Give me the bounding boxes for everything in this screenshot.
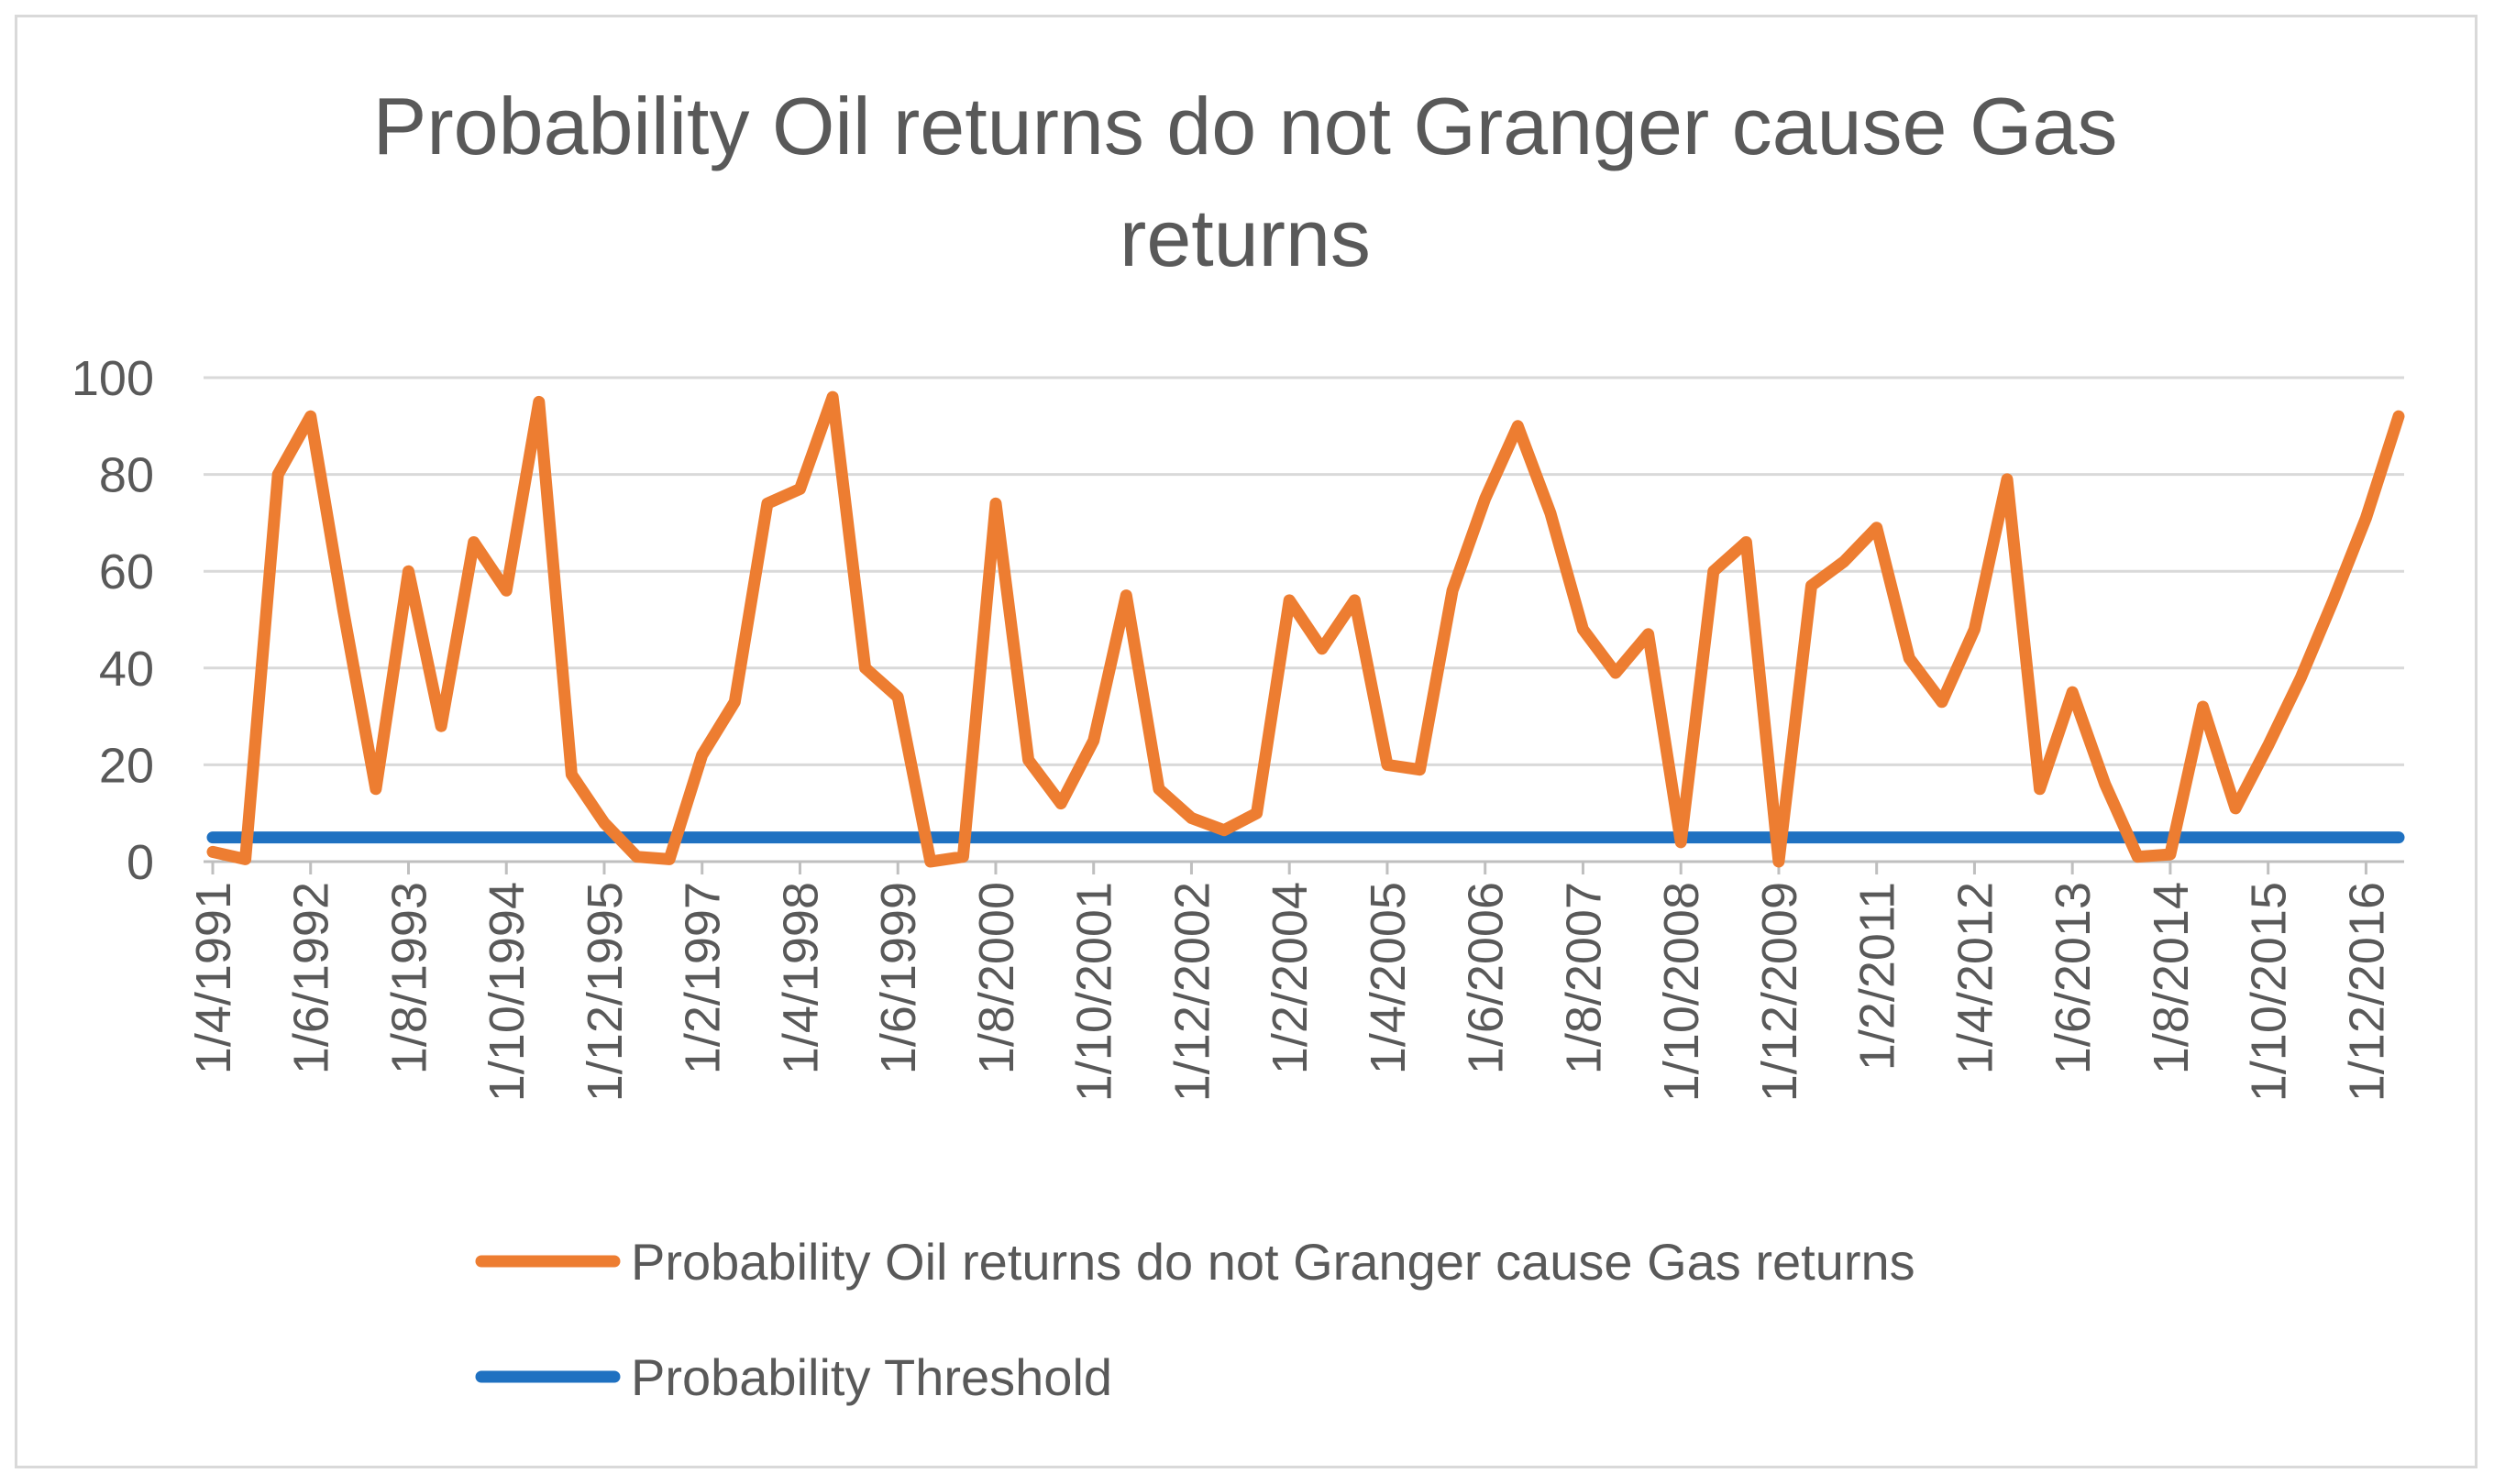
chart-title-line-2: returns [1120, 192, 1371, 283]
x-tick-label: 1/2/2004 [1263, 882, 1318, 1074]
x-tick-label: 1/4/2005 [1361, 882, 1416, 1074]
y-tick-label-80: 80 [99, 448, 154, 503]
x-tick-label: 1/10/2015 [2242, 882, 2297, 1102]
x-tick-label: 1/8/1993 [381, 882, 436, 1074]
x-tick-label: 1/10/2008 [1654, 882, 1709, 1102]
x-tick-label: 1/12/2002 [1164, 882, 1219, 1102]
series-lines [206, 390, 2405, 868]
x-tick-label: 1/4/1998 [773, 882, 828, 1074]
x-tick-label: 1/4/1991 [186, 882, 241, 1074]
chart-title-line-1: Probability Oil returns do not Granger c… [373, 81, 2118, 171]
x-tick-label: 1/8/2007 [1556, 882, 1611, 1074]
x-tick-label: 1/6/2006 [1459, 882, 1514, 1074]
y-tick-label-100: 100 [72, 351, 154, 406]
y-tick-label-60: 60 [99, 544, 154, 599]
legend-label-threshold: Probability Threshold [631, 1348, 1112, 1406]
x-tick-label: 1/10/1994 [480, 882, 535, 1102]
x-tick-label: 1/6/1992 [284, 882, 339, 1074]
x-tick-label: 1/6/2013 [2046, 882, 2101, 1074]
x-tick-label: 1/6/1999 [871, 882, 926, 1074]
x-tick-label: 1/2/2011 [1850, 882, 1905, 1071]
chart-frame [15, 15, 2477, 1468]
x-tick-label: 1/8/2014 [2144, 882, 2199, 1074]
x-tick-label: 1/10/2001 [1067, 882, 1122, 1102]
y-tick-label-0: 0 [127, 835, 154, 890]
x-tick-label: 1/2/1997 [676, 882, 731, 1074]
x-axis-tick-labels: 1/4/1991 1/6/1992 1/8/1993 1/10/1994 1/12/19… [186, 882, 2394, 1102]
y-axis-tick-labels: 0 20 40 60 80 100 [72, 351, 154, 890]
y-tick-label-40: 40 [99, 642, 154, 697]
legend-label-oil-gas: Probability Oil returns do not Granger c… [631, 1233, 1915, 1291]
y-tick-label-20: 20 [99, 738, 154, 793]
x-tick-label: 1/4/2012 [1948, 882, 2003, 1074]
series-line-oil-gas [206, 390, 2405, 868]
x-tick-label: 1/12/2009 [1752, 882, 1807, 1102]
x-tick-label: 1/12/2016 [2339, 882, 2394, 1102]
x-tick-label: 1/8/2000 [969, 882, 1024, 1074]
x-tick-label: 1/12/1995 [578, 882, 633, 1102]
legend: Probability Oil returns do not Granger c… [475, 1233, 1915, 1406]
